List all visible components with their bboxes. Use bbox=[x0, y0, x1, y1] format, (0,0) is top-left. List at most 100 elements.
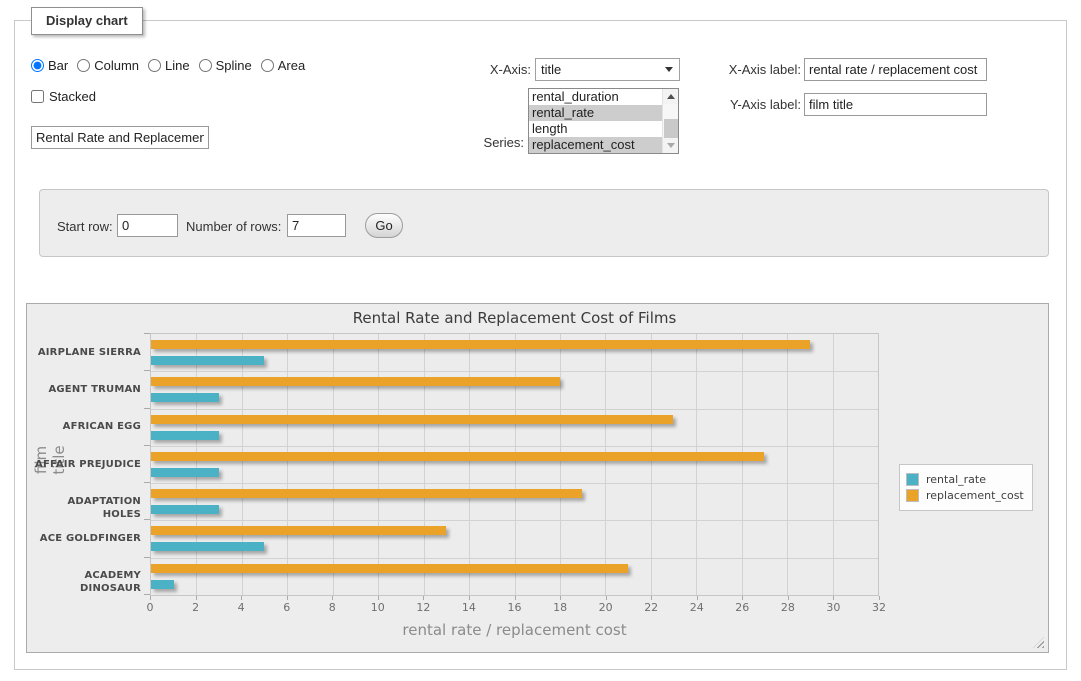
y-tick-mark bbox=[144, 519, 150, 520]
gridline-vertical bbox=[424, 334, 425, 595]
bar-replacement-cost-agent-truman bbox=[151, 377, 560, 386]
chart-type-label-spline: Spline bbox=[216, 58, 252, 73]
x-tick-mark bbox=[788, 596, 789, 600]
y-tick-mark bbox=[144, 408, 150, 409]
y-tick-mark bbox=[144, 482, 150, 483]
bar-replacement-cost-adaptation-holes bbox=[151, 489, 582, 498]
x-tick-mark bbox=[423, 596, 424, 600]
x-tick-label: 22 bbox=[635, 601, 667, 614]
listbox-scrollbar[interactable] bbox=[662, 89, 678, 153]
chart-type-radio-line[interactable] bbox=[148, 59, 161, 72]
select-caret-icon bbox=[665, 67, 673, 72]
x-tick-label: 32 bbox=[863, 601, 895, 614]
series-option-length[interactable]: length bbox=[529, 121, 663, 137]
bar-replacement-cost-academy-dinosaur bbox=[151, 564, 628, 573]
scroll-down-icon bbox=[667, 143, 675, 148]
series-option-rental-duration[interactable]: rental_duration bbox=[529, 89, 663, 105]
chart-type-option-line[interactable]: Line bbox=[148, 58, 190, 73]
x-axis-label-field-label: X-Axis label: bbox=[705, 58, 801, 81]
y-axis-label-input[interactable] bbox=[804, 93, 987, 116]
x-axis-select-label: X-Axis: bbox=[445, 58, 531, 81]
category-label-agent-truman: AGENT TRUMAN bbox=[29, 383, 141, 396]
series-listbox-label: Series: bbox=[435, 134, 524, 152]
gridline-vertical bbox=[696, 334, 697, 595]
x-axis-selected-value: title bbox=[541, 62, 561, 77]
stacked-checkbox[interactable] bbox=[31, 90, 44, 103]
y-tick-mark bbox=[144, 333, 150, 334]
x-tick-mark bbox=[469, 596, 470, 600]
x-tick-mark bbox=[560, 596, 561, 600]
gridline-vertical bbox=[560, 334, 561, 595]
category-label-ace-goldfinger: ACE GOLDFINGER bbox=[29, 532, 141, 545]
chart-type-radio-group: Bar Column Line Spline Area bbox=[31, 55, 314, 75]
gridline-vertical bbox=[378, 334, 379, 595]
legend-item-rental-rate: rental_rate bbox=[906, 473, 1024, 486]
chart-type-radio-area[interactable] bbox=[261, 59, 274, 72]
x-tick-label: 24 bbox=[681, 601, 713, 614]
y-tick-mark bbox=[144, 557, 150, 558]
chart-type-radio-column[interactable] bbox=[77, 59, 90, 72]
x-tick-label: 4 bbox=[225, 601, 257, 614]
bar-replacement-cost-african-egg bbox=[151, 415, 673, 424]
gridline-vertical bbox=[651, 334, 652, 595]
gridline-vertical bbox=[833, 334, 834, 595]
gridline-vertical bbox=[333, 334, 334, 595]
chart-type-option-bar[interactable]: Bar bbox=[31, 58, 68, 73]
x-tick-mark bbox=[515, 596, 516, 600]
start-row-input[interactable] bbox=[117, 214, 178, 237]
x-tick-mark bbox=[378, 596, 379, 600]
scroll-up-icon bbox=[667, 94, 675, 99]
scrollbar-down-button[interactable] bbox=[663, 138, 679, 153]
bar-rental-rate-ace-goldfinger bbox=[151, 542, 264, 551]
stacked-checkbox-row[interactable]: Stacked bbox=[31, 87, 96, 105]
page: Display chart BarColumnLineSplineArea St… bbox=[0, 0, 1081, 681]
scrollbar-thumb[interactable] bbox=[664, 119, 678, 138]
chart-type-label-column: Column bbox=[94, 58, 139, 73]
y-tick-mark bbox=[144, 370, 150, 371]
x-tick-label: 6 bbox=[271, 601, 303, 614]
x-tick-mark bbox=[241, 596, 242, 600]
bar-replacement-cost-affair-prejudice bbox=[151, 452, 764, 461]
resize-handle-icon[interactable] bbox=[1033, 637, 1044, 648]
bar-rental-rate-african-egg bbox=[151, 431, 219, 440]
bar-replacement-cost-airplane-sierra bbox=[151, 340, 810, 349]
legend-swatch-icon bbox=[906, 489, 919, 502]
series-option-rental-rate[interactable]: rental_rate bbox=[529, 105, 663, 121]
x-tick-mark bbox=[196, 596, 197, 600]
number-of-rows-label: Number of rows: bbox=[186, 216, 281, 237]
category-label-adaptation-holes: ADAPTATION HOLES bbox=[29, 495, 141, 521]
gridline-vertical bbox=[605, 334, 606, 595]
category-label-affair-prejudice: AFFAIR PREJUDICE bbox=[29, 458, 141, 471]
display-chart-fieldset: Display chart BarColumnLineSplineArea St… bbox=[14, 20, 1067, 670]
x-tick-mark bbox=[651, 596, 652, 600]
chart-type-option-area[interactable]: Area bbox=[261, 58, 305, 73]
chart-type-label-area: Area bbox=[278, 58, 305, 73]
gridline-vertical bbox=[742, 334, 743, 595]
chart-type-radio-bar[interactable] bbox=[31, 59, 44, 72]
chart-type-radio-spline[interactable] bbox=[199, 59, 212, 72]
chart-type-option-spline[interactable]: Spline bbox=[199, 58, 252, 73]
category-label-academy-dinosaur: ACADEMY DINOSAUR bbox=[29, 569, 141, 595]
x-axis-label-input[interactable] bbox=[804, 58, 987, 81]
series-listbox[interactable]: rental_durationrental_ratelengthreplacem… bbox=[528, 88, 679, 154]
number-of-rows-input[interactable] bbox=[287, 214, 346, 237]
rows-panel: Start row: Number of rows: Go bbox=[39, 189, 1049, 257]
gridline-vertical bbox=[287, 334, 288, 595]
series-option-replacement-cost[interactable]: replacement_cost bbox=[529, 137, 663, 153]
go-button[interactable]: Go bbox=[365, 213, 403, 238]
y-tick-mark bbox=[144, 445, 150, 446]
chart-widget: Rental Rate and Replacement Cost of Film… bbox=[26, 303, 1049, 653]
scrollbar-up-button[interactable] bbox=[663, 89, 679, 104]
x-tick-label: 2 bbox=[180, 601, 212, 614]
chart-title-input[interactable] bbox=[31, 126, 209, 149]
x-tick-label: 30 bbox=[817, 601, 849, 614]
x-axis-select[interactable]: title bbox=[535, 58, 680, 81]
chart-type-label-bar: Bar bbox=[48, 58, 68, 73]
legend-swatch-icon bbox=[906, 473, 919, 486]
gridline-horizontal bbox=[151, 558, 878, 559]
x-tick-label: 0 bbox=[134, 601, 166, 614]
category-label-african-egg: AFRICAN EGG bbox=[29, 420, 141, 433]
chart-type-option-column[interactable]: Column bbox=[77, 58, 139, 73]
gridline-horizontal bbox=[151, 371, 878, 372]
chart-title: Rental Rate and Replacement Cost of Film… bbox=[150, 309, 879, 327]
